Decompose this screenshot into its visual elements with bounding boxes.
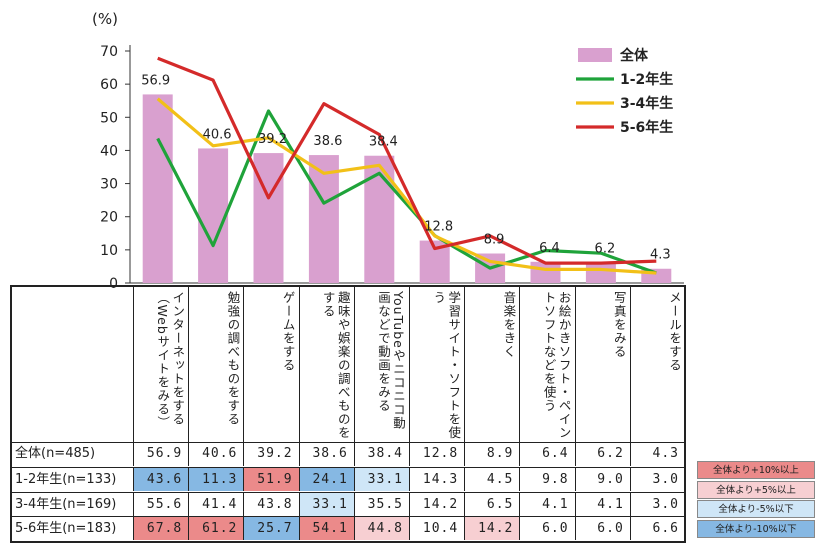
table-cell: 4.3 — [629, 442, 685, 466]
bar-value-label: 4.3 — [650, 248, 671, 263]
category-header: YouTubeやニコニコ動画などで動画をみる — [353, 287, 409, 442]
bar — [198, 148, 229, 283]
bar-value-label: 6.2 — [595, 241, 616, 256]
bar-value-label: 8.9 — [484, 233, 505, 248]
y-tick-label: 0 — [109, 276, 118, 290]
table-row: 3-4年生(n=169) 55.6 41.4 43.8 33.1 35.5 14.2 6.5 4… — [12, 491, 685, 516]
table-cell: 3.0 — [629, 492, 685, 516]
legend-label: 5-6年生 — [620, 119, 673, 136]
flag-legend-item: 全体より-10%以下 — [697, 519, 815, 538]
table-cell: 43.6 — [133, 467, 189, 491]
bar-value-label: 38.4 — [369, 135, 398, 150]
table-cell: 6.2 — [574, 442, 630, 466]
table-cell: 43.8 — [243, 492, 298, 516]
table-cell: 6.4 — [519, 442, 574, 466]
category-header: 音楽をきく — [464, 287, 519, 442]
table-cell: 8.9 — [464, 442, 519, 466]
flag-legend-item: 全体より+5%以上 — [697, 480, 815, 499]
table-cell: 33.1 — [353, 467, 409, 491]
table-cell: 56.9 — [133, 442, 188, 466]
table-cell: 24.1 — [298, 467, 354, 491]
category-header: インターネットをする（Webサイトをみる） — [133, 287, 188, 442]
bar — [530, 261, 561, 283]
table-cell: 44.8 — [353, 517, 409, 541]
flag-legend-item: 全体より-5%以下 — [697, 500, 815, 518]
y-tick-label: 60 — [100, 77, 118, 93]
y-tick-label: 40 — [100, 143, 118, 159]
series-line — [157, 56, 657, 265]
row-label: 3-4年生(n=169) — [15, 496, 117, 512]
table-cell: 55.6 — [133, 492, 188, 516]
table-cell: 4.1 — [519, 492, 574, 516]
table-header: インターネットをする（Webサイトをみる） 勉強の調べものをする ゲームをする 趣味や… — [12, 287, 684, 443]
table-cell: 14.2 — [409, 492, 464, 516]
table-row: 5-6年生(n=183) 67.8 61.2 25.7 54.1 44.8 10.4 14.2… — [12, 516, 685, 541]
bar — [308, 155, 339, 283]
legend-swatch — [578, 48, 612, 62]
bar-value-label: 39.2 — [258, 132, 287, 147]
table-cell: 3.0 — [629, 467, 685, 491]
table-row: 1-2年生(n=133) 43.6 11.3 51.9 24.1 33.1 14.3 4.5 9… — [12, 466, 685, 491]
bar-value-label: 40.6 — [203, 127, 232, 142]
table-cell: 9.8 — [519, 467, 574, 491]
category-header: 学習サイト・ソフトを使う — [409, 287, 464, 442]
category-header: 趣味や娯楽の調べものをする — [298, 287, 354, 442]
table-cell: 6.0 — [519, 517, 574, 541]
bar-value-label: 12.8 — [424, 220, 453, 235]
category-header: 写真をみる — [574, 287, 630, 442]
table-cell: 11.3 — [188, 467, 244, 491]
legend: 全体 1-2年生 3-4年生 5-6年生 — [576, 47, 673, 136]
table-cell: 14.2 — [464, 517, 520, 541]
table-cell: 61.2 — [188, 517, 244, 541]
table-cell: 6.5 — [464, 492, 519, 516]
bar-value-label: 6.4 — [539, 241, 560, 256]
category-header: ゲームをする — [243, 287, 298, 442]
row-label: 全体(n=485) — [15, 446, 96, 461]
flag-legend-item: 全体より+10%以上 — [697, 461, 815, 479]
category-header: お絵かきソフト・ペイントソフトなどを使う — [519, 287, 574, 442]
table-cell: 6.6 — [629, 517, 685, 541]
table-row: 全体(n=485) 56.9 40.6 39.2 38.6 38.4 12.8 8.9 6.4 6… — [12, 442, 684, 466]
row-label: 1-2年生(n=133) — [15, 471, 117, 487]
data-table: インターネットをする（Webサイトをみる） 勉強の調べものをする ゲームをする 趣味や… — [10, 285, 686, 543]
y-tick-label: 10 — [100, 243, 118, 259]
bar — [142, 94, 173, 283]
chart: 0 10 20 30 40 50 60 70 (%) 56.9 40.6 39.2 38.6 38.4 1… — [92, 10, 684, 290]
y-tick-label: 70 — [100, 44, 118, 60]
table-cell: 4.5 — [464, 467, 519, 491]
category-header: メールをする — [629, 287, 685, 442]
table-cell: 40.6 — [188, 442, 243, 466]
legend-label: 1-2年生 — [620, 71, 673, 88]
bar — [585, 262, 616, 283]
table-cell: 67.8 — [133, 517, 189, 541]
table-cell: 35.5 — [353, 492, 409, 516]
table-cell: 10.4 — [409, 517, 464, 541]
table-cell: 4.1 — [574, 492, 630, 516]
table-cell: 9.0 — [574, 467, 630, 491]
table-cell: 6.0 — [574, 517, 630, 541]
table-cell: 14.3 — [409, 467, 464, 491]
series-line — [156, 109, 657, 275]
bar-value-label: 56.9 — [141, 73, 170, 88]
table-cell: 25.7 — [243, 517, 299, 541]
y-tick-label: 20 — [100, 210, 118, 226]
table-cell: 54.1 — [298, 517, 354, 541]
y-tick-label: 50 — [100, 110, 118, 126]
legend-label: 3-4年生 — [620, 95, 673, 112]
table-cell: 38.4 — [353, 442, 409, 466]
legend-label: 全体 — [619, 47, 649, 64]
y-axis-label: (%) — [92, 10, 118, 28]
row-label: 5-6年生(n=183) — [15, 521, 117, 537]
table-cell: 33.1 — [298, 492, 354, 516]
series-lines — [156, 56, 657, 275]
table-cell: 51.9 — [243, 467, 299, 491]
bar-value-label: 38.6 — [313, 134, 342, 149]
y-tick-label: 30 — [100, 177, 118, 193]
table-cell: 38.6 — [298, 442, 354, 466]
category-header: 勉強の調べものをする — [188, 287, 243, 442]
table-cell: 41.4 — [188, 492, 243, 516]
bar-labels: 56.9 40.6 39.2 38.6 38.4 12.8 8.9 6.4 6.2 4.3 — [141, 73, 670, 262]
table-cell: 39.2 — [243, 442, 298, 466]
table-cell: 12.8 — [409, 442, 464, 466]
